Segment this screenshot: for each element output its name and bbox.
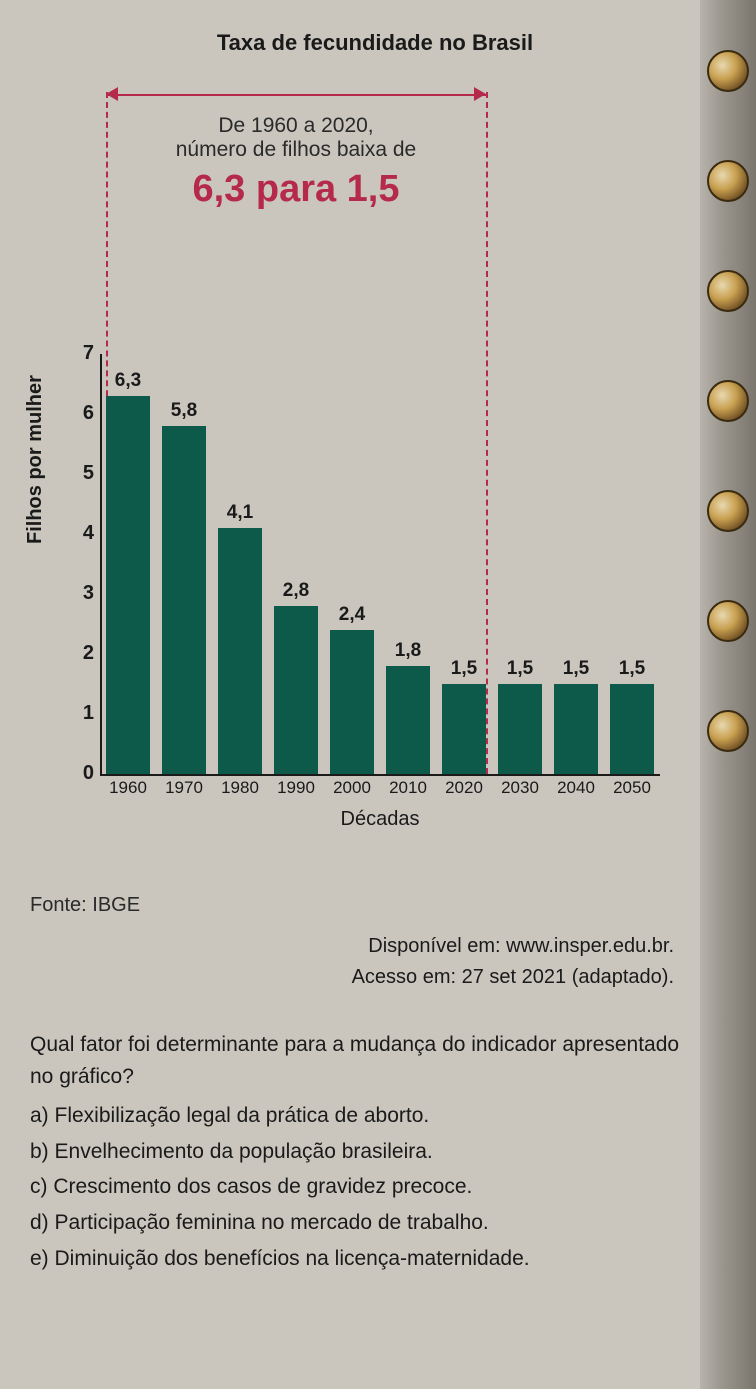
- binding-ring: [707, 380, 749, 422]
- x-tick-label: 2020: [436, 778, 492, 798]
- x-tick-label: 2050: [604, 778, 660, 798]
- option-item: b) Envelhecimento da população brasileir…: [30, 1134, 680, 1170]
- options-list: a) Flexibilização legal da prática de ab…: [30, 1098, 680, 1276]
- binding-ring: [707, 600, 749, 642]
- bar-value-label: 4,1: [210, 502, 270, 524]
- bar: [162, 426, 206, 774]
- y-axis-line: [100, 354, 102, 774]
- chart-area: Filhos por mulher 01234567De 1960 a 2020…: [30, 74, 670, 834]
- bar: [442, 684, 486, 774]
- option-item: a) Flexibilização legal da prática de ab…: [30, 1098, 680, 1134]
- x-tick-label: 1970: [156, 778, 212, 798]
- y-tick-label: 1: [70, 702, 94, 725]
- page: Taxa de fecundidade no Brasil Filhos por…: [0, 0, 700, 1389]
- y-tick-label: 4: [70, 522, 94, 545]
- chart-annotation: De 1960 a 2020,número de filhos baixa de…: [106, 114, 486, 211]
- y-axis-label: Filhos por mulher: [24, 375, 47, 544]
- y-tick-label: 0: [70, 762, 94, 785]
- plot-region: 01234567De 1960 a 2020,número de filhos …: [100, 74, 660, 774]
- bar-value-label: 1,5: [434, 658, 494, 680]
- y-tick-label: 6: [70, 402, 94, 425]
- x-axis-line: [100, 774, 660, 776]
- bar: [610, 684, 654, 774]
- x-tick-label: 2000: [324, 778, 380, 798]
- bar-value-label: 6,3: [98, 370, 158, 392]
- bar: [218, 528, 262, 774]
- x-tick-label: 2010: [380, 778, 436, 798]
- bar-value-label: 2,4: [322, 604, 382, 626]
- chart-title: Taxa de fecundidade no Brasil: [30, 30, 680, 56]
- access-text: Acesso em: 27 set 2021 (adaptado).: [30, 966, 680, 989]
- y-tick-label: 2: [70, 642, 94, 665]
- binding-ring: [707, 490, 749, 532]
- bar: [498, 684, 542, 774]
- spiral-binding: [700, 0, 756, 1389]
- arrow-head-left: [106, 87, 118, 101]
- bar: [330, 630, 374, 774]
- bar-value-label: 1,5: [490, 658, 550, 680]
- binding-ring: [707, 160, 749, 202]
- arrow-head-right: [474, 87, 486, 101]
- x-tick-label: 2030: [492, 778, 548, 798]
- bar-value-label: 2,8: [266, 580, 326, 602]
- x-tick-label: 1980: [212, 778, 268, 798]
- bar-value-label: 5,8: [154, 400, 214, 422]
- range-arrow-line: [106, 94, 486, 96]
- x-tick-label: 1990: [268, 778, 324, 798]
- bar: [106, 396, 150, 774]
- bar: [274, 606, 318, 774]
- bar-value-label: 1,5: [602, 658, 662, 680]
- bar-value-label: 1,8: [378, 640, 438, 662]
- binding-ring: [707, 710, 749, 752]
- binding-ring: [707, 270, 749, 312]
- bar-value-label: 1,5: [546, 658, 606, 680]
- question-text: Qual fator foi determinante para a mudan…: [30, 1029, 680, 1092]
- x-axis-label: Décadas: [100, 808, 660, 831]
- option-item: e) Diminuição dos benefícios na licença-…: [30, 1241, 680, 1277]
- y-tick-label: 3: [70, 582, 94, 605]
- y-tick-label: 5: [70, 462, 94, 485]
- bar: [554, 684, 598, 774]
- option-item: d) Participação feminina no mercado de t…: [30, 1205, 680, 1241]
- annotation-line1: De 1960 a 2020,: [106, 114, 486, 138]
- annotation-line3: 6,3 para 1,5: [106, 168, 486, 211]
- annotation-line2: número de filhos baixa de: [106, 138, 486, 162]
- availability-text: Disponível em: www.insper.edu.br.: [30, 935, 680, 958]
- binding-ring: [707, 50, 749, 92]
- bar: [386, 666, 430, 774]
- y-tick-label: 7: [70, 342, 94, 365]
- x-tick-label: 1960: [100, 778, 156, 798]
- option-item: c) Crescimento dos casos de gravidez pre…: [30, 1169, 680, 1205]
- source-text: Fonte: IBGE: [30, 894, 680, 917]
- x-tick-label: 2040: [548, 778, 604, 798]
